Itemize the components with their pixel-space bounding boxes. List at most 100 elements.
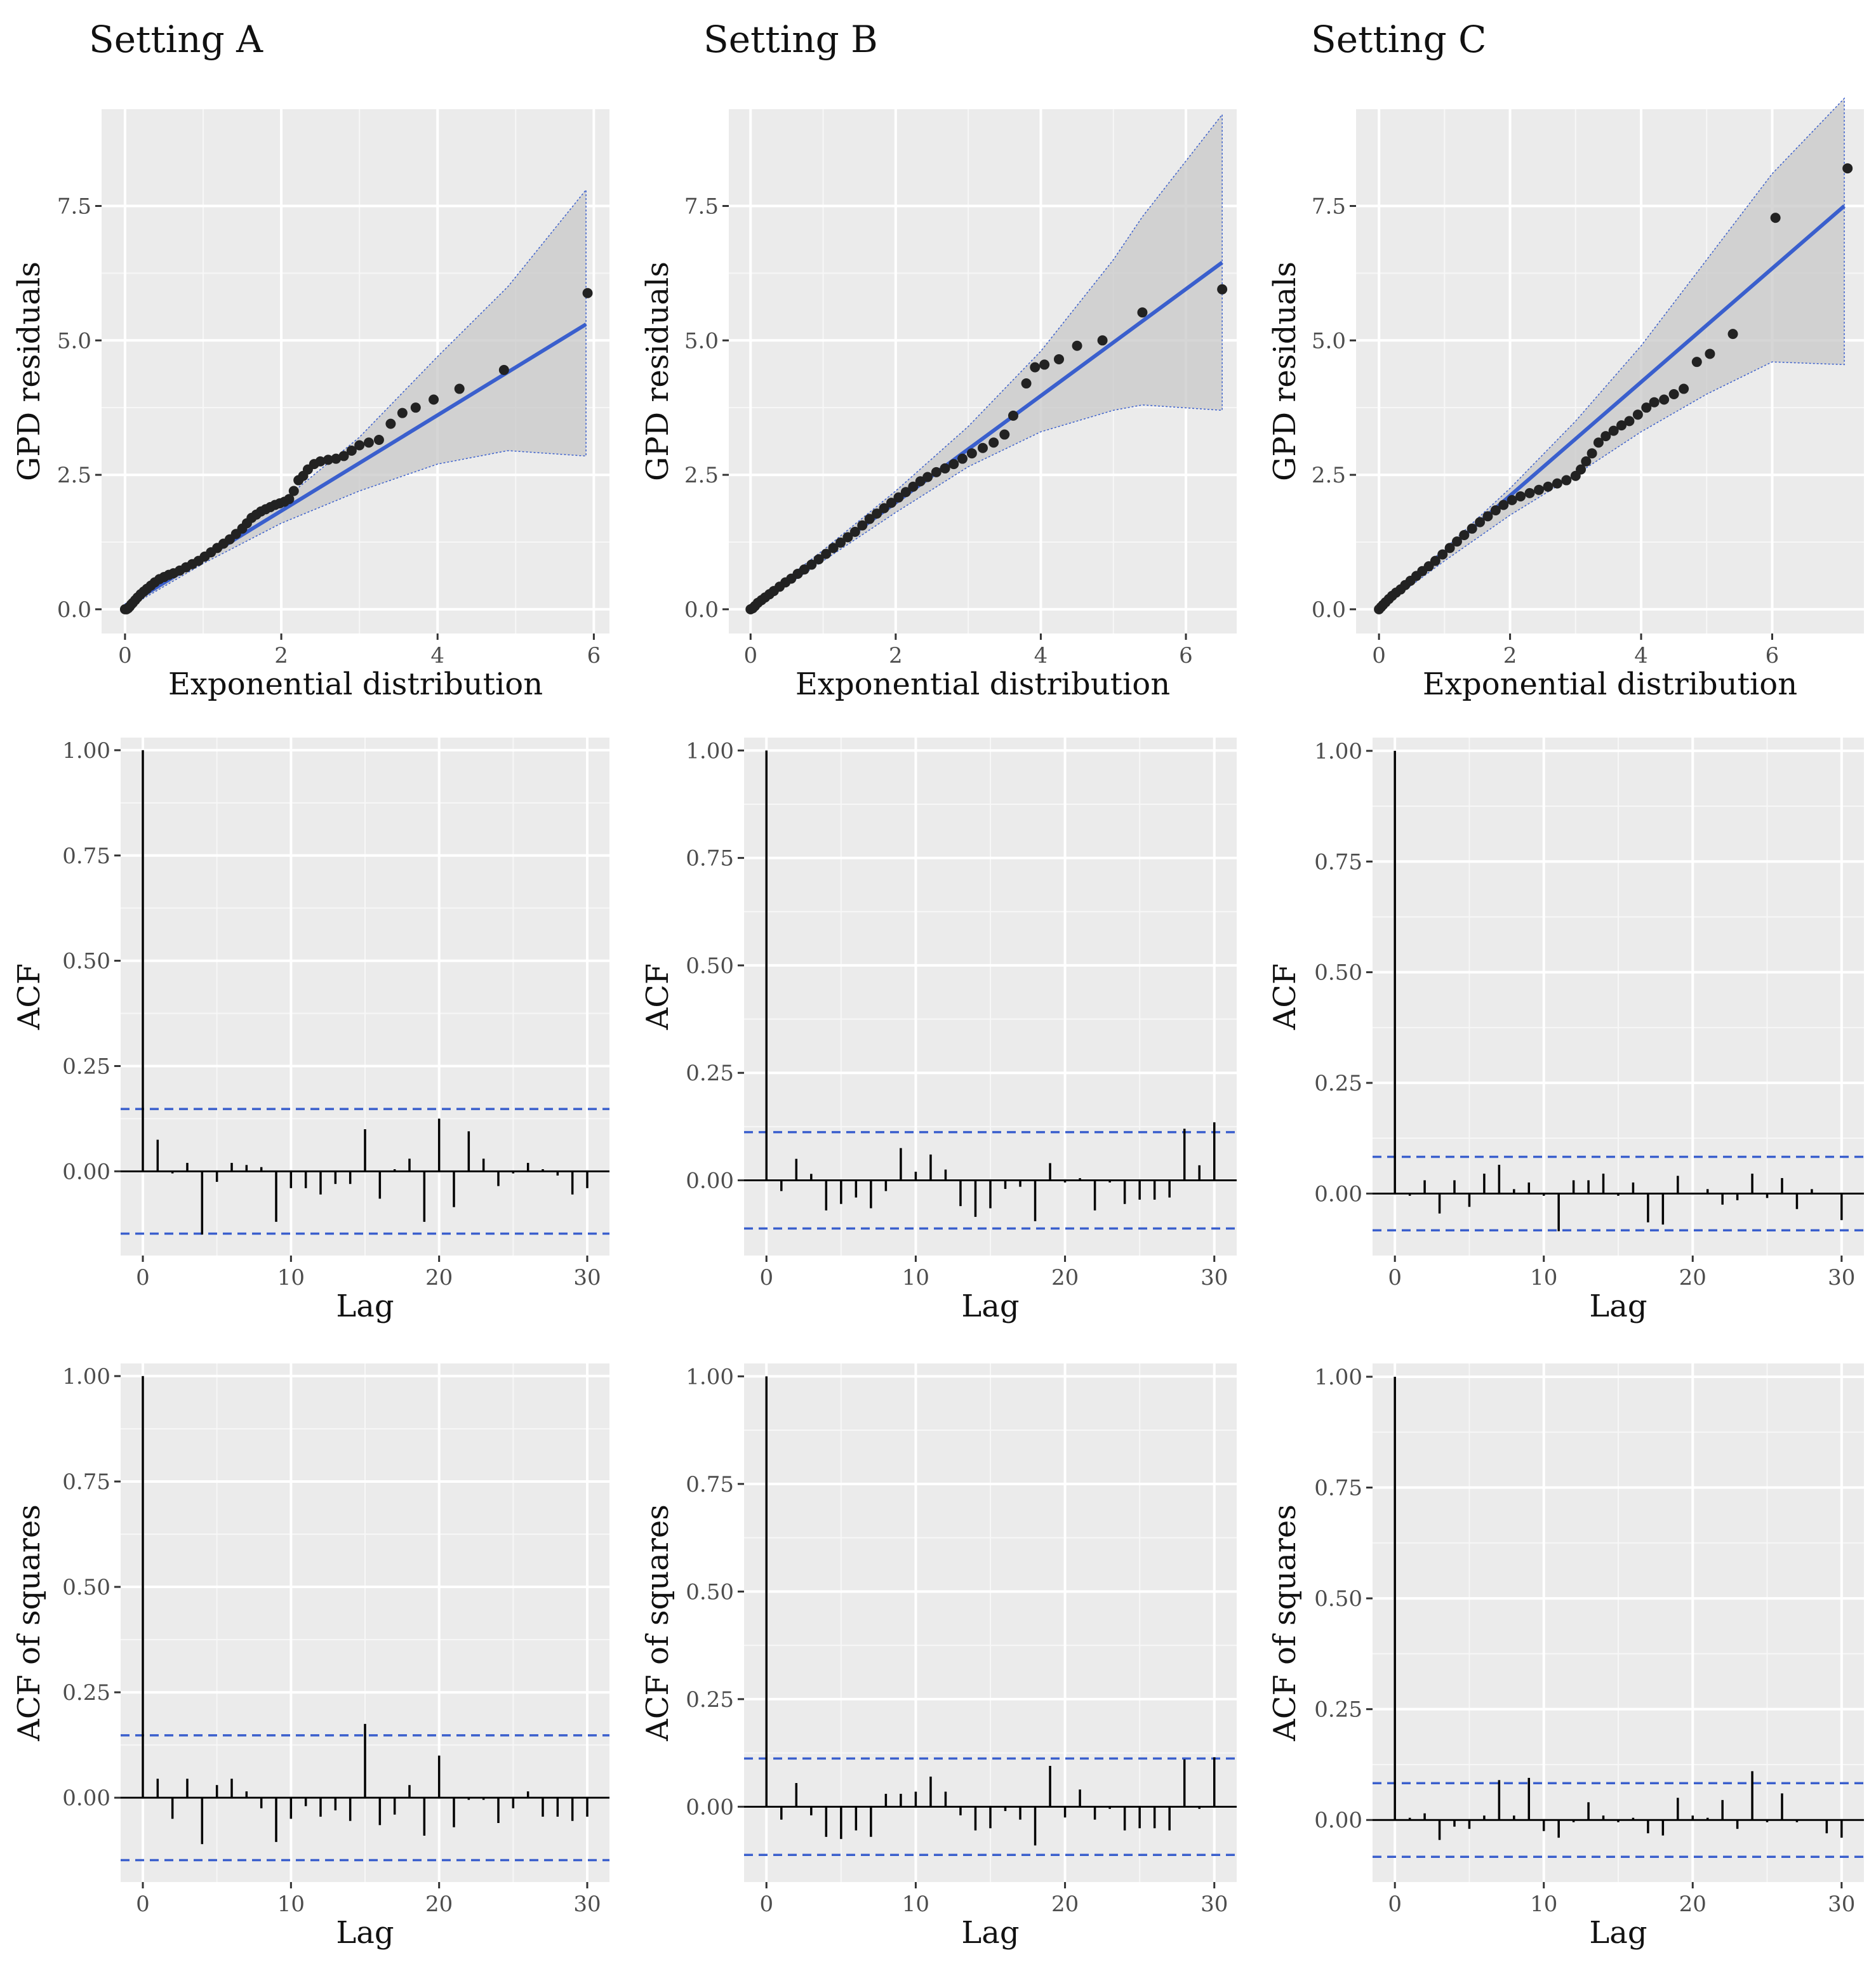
data-point bbox=[1608, 425, 1619, 436]
data-point bbox=[1008, 410, 1018, 421]
data-point bbox=[1552, 478, 1562, 489]
y-tick-label: 5.0 bbox=[57, 328, 91, 354]
data-point bbox=[1770, 213, 1781, 223]
data-point bbox=[900, 487, 911, 498]
data-point bbox=[397, 408, 408, 418]
y-tick-label: 0.50 bbox=[62, 1575, 110, 1600]
x-tick-label: 30 bbox=[573, 1892, 601, 1917]
x-tick-label: 2 bbox=[1503, 643, 1517, 668]
y-tick-label: 0.75 bbox=[1314, 849, 1362, 875]
data-point bbox=[1691, 357, 1702, 368]
panel-setting-b-qq: 0 2 4 6 0.0 2.5 5.0 7.5 Exponential distribution… bbox=[640, 109, 1237, 702]
data-point bbox=[842, 532, 853, 543]
y-tick-label: 0.75 bbox=[62, 844, 110, 869]
data-point bbox=[922, 472, 933, 482]
y-tick-label: 1.00 bbox=[62, 1364, 110, 1389]
y-axis-title: ACF bbox=[1267, 964, 1303, 1031]
data-point bbox=[893, 492, 904, 503]
x-axis-title: Lag bbox=[336, 1289, 394, 1324]
data-point bbox=[1581, 456, 1592, 467]
data-point bbox=[1451, 536, 1462, 547]
y-tick-label: 5.0 bbox=[684, 328, 719, 354]
data-point bbox=[908, 481, 919, 492]
x-tick-label: 30 bbox=[1828, 1892, 1855, 1917]
data-point bbox=[373, 435, 384, 446]
x-tick-label: 20 bbox=[1051, 1265, 1079, 1290]
data-point bbox=[1054, 354, 1064, 364]
x-tick-label: 4 bbox=[1034, 643, 1048, 668]
data-point bbox=[931, 467, 941, 477]
data-point bbox=[1482, 511, 1493, 522]
y-tick-label: 7.5 bbox=[57, 194, 91, 219]
data-point bbox=[1030, 362, 1041, 373]
y-tick-label: 0.00 bbox=[62, 1159, 110, 1184]
y-tick-label: 0.75 bbox=[1314, 1476, 1362, 1501]
y-axis-title: GPD residuals bbox=[1267, 262, 1303, 481]
data-point bbox=[828, 543, 839, 554]
data-point bbox=[1437, 549, 1448, 560]
x-axis-title: Lag bbox=[961, 1915, 1019, 1951]
y-tick-label: 0.25 bbox=[1314, 1697, 1362, 1723]
data-point bbox=[354, 440, 365, 451]
data-point bbox=[1616, 420, 1627, 431]
data-point bbox=[385, 418, 396, 429]
x-axis-title: Exponential distribution bbox=[168, 666, 543, 702]
y-axis-title: GPD residuals bbox=[11, 262, 47, 481]
data-point bbox=[872, 508, 882, 519]
y-tick-label: 1.00 bbox=[1314, 739, 1362, 764]
data-point bbox=[978, 442, 988, 453]
panel-setting-b-acf-squares: 0 10 20 30 0.00 0.25 0.50 0.75 1.00 Lag ACF of squ… bbox=[640, 1363, 1237, 1951]
y-tick-label: 1.00 bbox=[1314, 1365, 1362, 1390]
data-point bbox=[864, 514, 875, 524]
y-tick-label: 0.25 bbox=[686, 1061, 734, 1086]
x-tick-label: 2 bbox=[889, 643, 903, 668]
confidence-band bbox=[1378, 97, 1845, 611]
y-tick-label: 0.50 bbox=[686, 1579, 734, 1605]
y-axis-title: ACF bbox=[11, 964, 47, 1031]
y-tick-label: 0.75 bbox=[686, 1472, 734, 1497]
y-axis-title: ACF of squares bbox=[1267, 1504, 1303, 1742]
x-axis-title: Lag bbox=[961, 1289, 1019, 1324]
data-point bbox=[806, 559, 817, 570]
y-tick-label: 0.00 bbox=[1314, 1181, 1362, 1207]
data-point bbox=[410, 402, 421, 413]
x-tick-label: 10 bbox=[902, 1892, 929, 1917]
data-point bbox=[1039, 359, 1050, 370]
x-tick-label: 10 bbox=[277, 1265, 305, 1290]
data-point bbox=[799, 564, 809, 575]
data-point bbox=[988, 437, 999, 448]
data-point bbox=[1072, 340, 1082, 351]
panel-setting-c-acf: 0 10 20 30 0.00 0.25 0.50 0.75 1.00 Lag ACF bbox=[1267, 738, 1864, 1324]
data-point bbox=[1021, 378, 1032, 389]
data-point bbox=[999, 429, 1010, 440]
y-tick-label: 0.00 bbox=[62, 1786, 110, 1811]
x-tick-label: 0 bbox=[1388, 1265, 1402, 1290]
panel-setting-b-acf: 0 10 20 30 0.00 0.25 0.50 0.75 1.00 Lag ACF bbox=[640, 738, 1237, 1324]
y-tick-label: 0.75 bbox=[686, 846, 734, 872]
x-tick-label: 0 bbox=[118, 643, 132, 668]
y-tick-label: 1.00 bbox=[686, 1364, 734, 1389]
data-point bbox=[886, 498, 896, 508]
y-axis-title: ACF of squares bbox=[11, 1504, 47, 1742]
y-tick-label: 2.5 bbox=[1312, 463, 1346, 488]
x-axis-title: Exponential distribution bbox=[795, 666, 1170, 702]
data-point bbox=[821, 548, 832, 559]
x-tick-label: 30 bbox=[1201, 1265, 1228, 1290]
column-title-setting-a: Setting A bbox=[89, 18, 263, 61]
data-point bbox=[363, 437, 374, 448]
data-point bbox=[288, 486, 299, 496]
y-tick-label: 0.75 bbox=[62, 1469, 110, 1495]
y-tick-label: 2.5 bbox=[684, 463, 719, 488]
data-point bbox=[1430, 555, 1440, 566]
data-point bbox=[429, 394, 439, 405]
data-point bbox=[346, 445, 357, 456]
y-tick-label: 0.50 bbox=[62, 949, 110, 974]
confidence-band bbox=[124, 188, 587, 611]
y-tick-label: 7.5 bbox=[684, 194, 719, 219]
confidence-band bbox=[750, 113, 1223, 611]
y-tick-label: 0.00 bbox=[686, 1168, 734, 1193]
data-point bbox=[940, 463, 950, 474]
data-point bbox=[1475, 517, 1486, 527]
x-axis-title: Exponential distribution bbox=[1423, 666, 1797, 702]
